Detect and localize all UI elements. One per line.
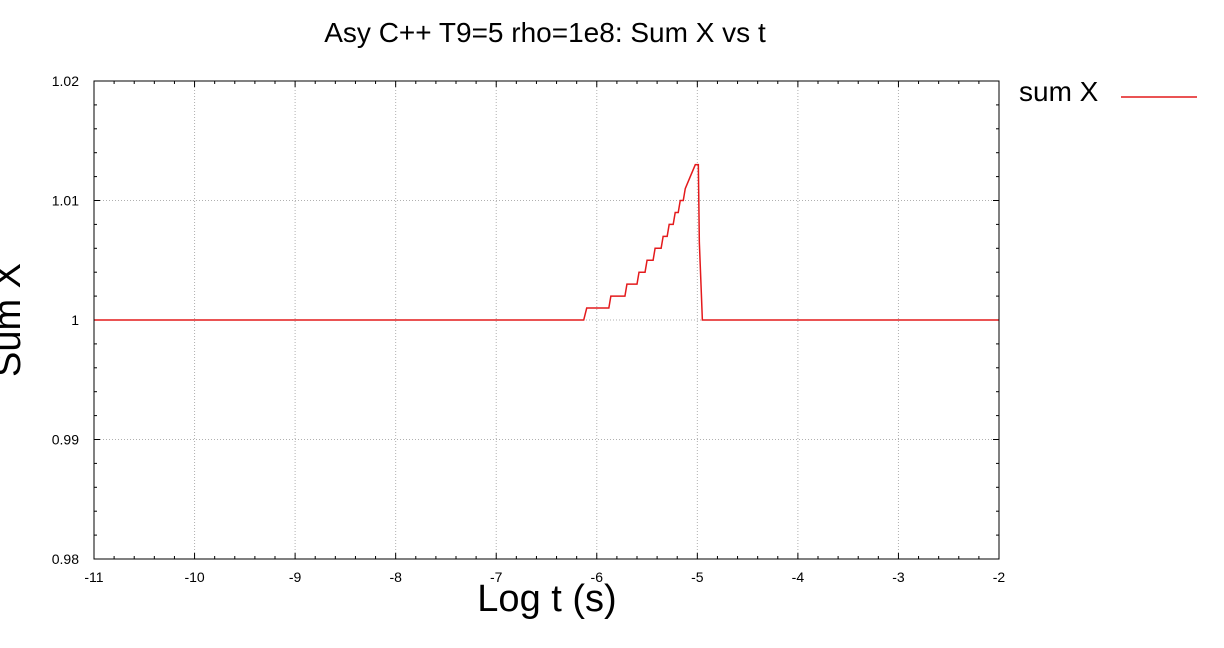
y-axis-label: Sum X — [0, 263, 29, 377]
legend: sum X — [1019, 76, 1197, 107]
y-tick-label: 1 — [71, 312, 79, 328]
y-tick-label: 0.98 — [52, 551, 79, 567]
plot-frame — [93, 80, 1000, 560]
legend-label: sum X — [1019, 76, 1099, 107]
y-tick-labels: 0.98 0.99 1 1.01 1.02 — [52, 73, 79, 567]
x-axis-label: Log t (s) — [477, 578, 616, 620]
y-tick-label: 1.01 — [52, 193, 79, 209]
x-tick-label: -7 — [490, 569, 503, 585]
x-tick-label: -9 — [289, 569, 302, 585]
y-tick-label: 0.99 — [52, 432, 79, 448]
x-tick-label: -2 — [993, 569, 1006, 585]
series-line-sum-x — [94, 163, 999, 321]
series-layer — [94, 163, 999, 321]
y-tick-label: 1.02 — [52, 73, 79, 89]
x-tick-labels: -11 -10 -9 -8 -7 -6 -5 -4 -3 -2 — [84, 569, 1005, 585]
x-tick-label: -8 — [389, 569, 402, 585]
x-tick-label: -10 — [184, 569, 204, 585]
x-tick-label: -4 — [792, 569, 805, 585]
x-tick-label: -3 — [892, 569, 905, 585]
x-tick-label: -11 — [84, 569, 103, 585]
x-tick-label: -6 — [591, 569, 604, 585]
x-tick-label: -5 — [691, 569, 704, 585]
chart-title: Asy C++ T9=5 rho=1e8: Sum X vs t — [324, 17, 766, 48]
